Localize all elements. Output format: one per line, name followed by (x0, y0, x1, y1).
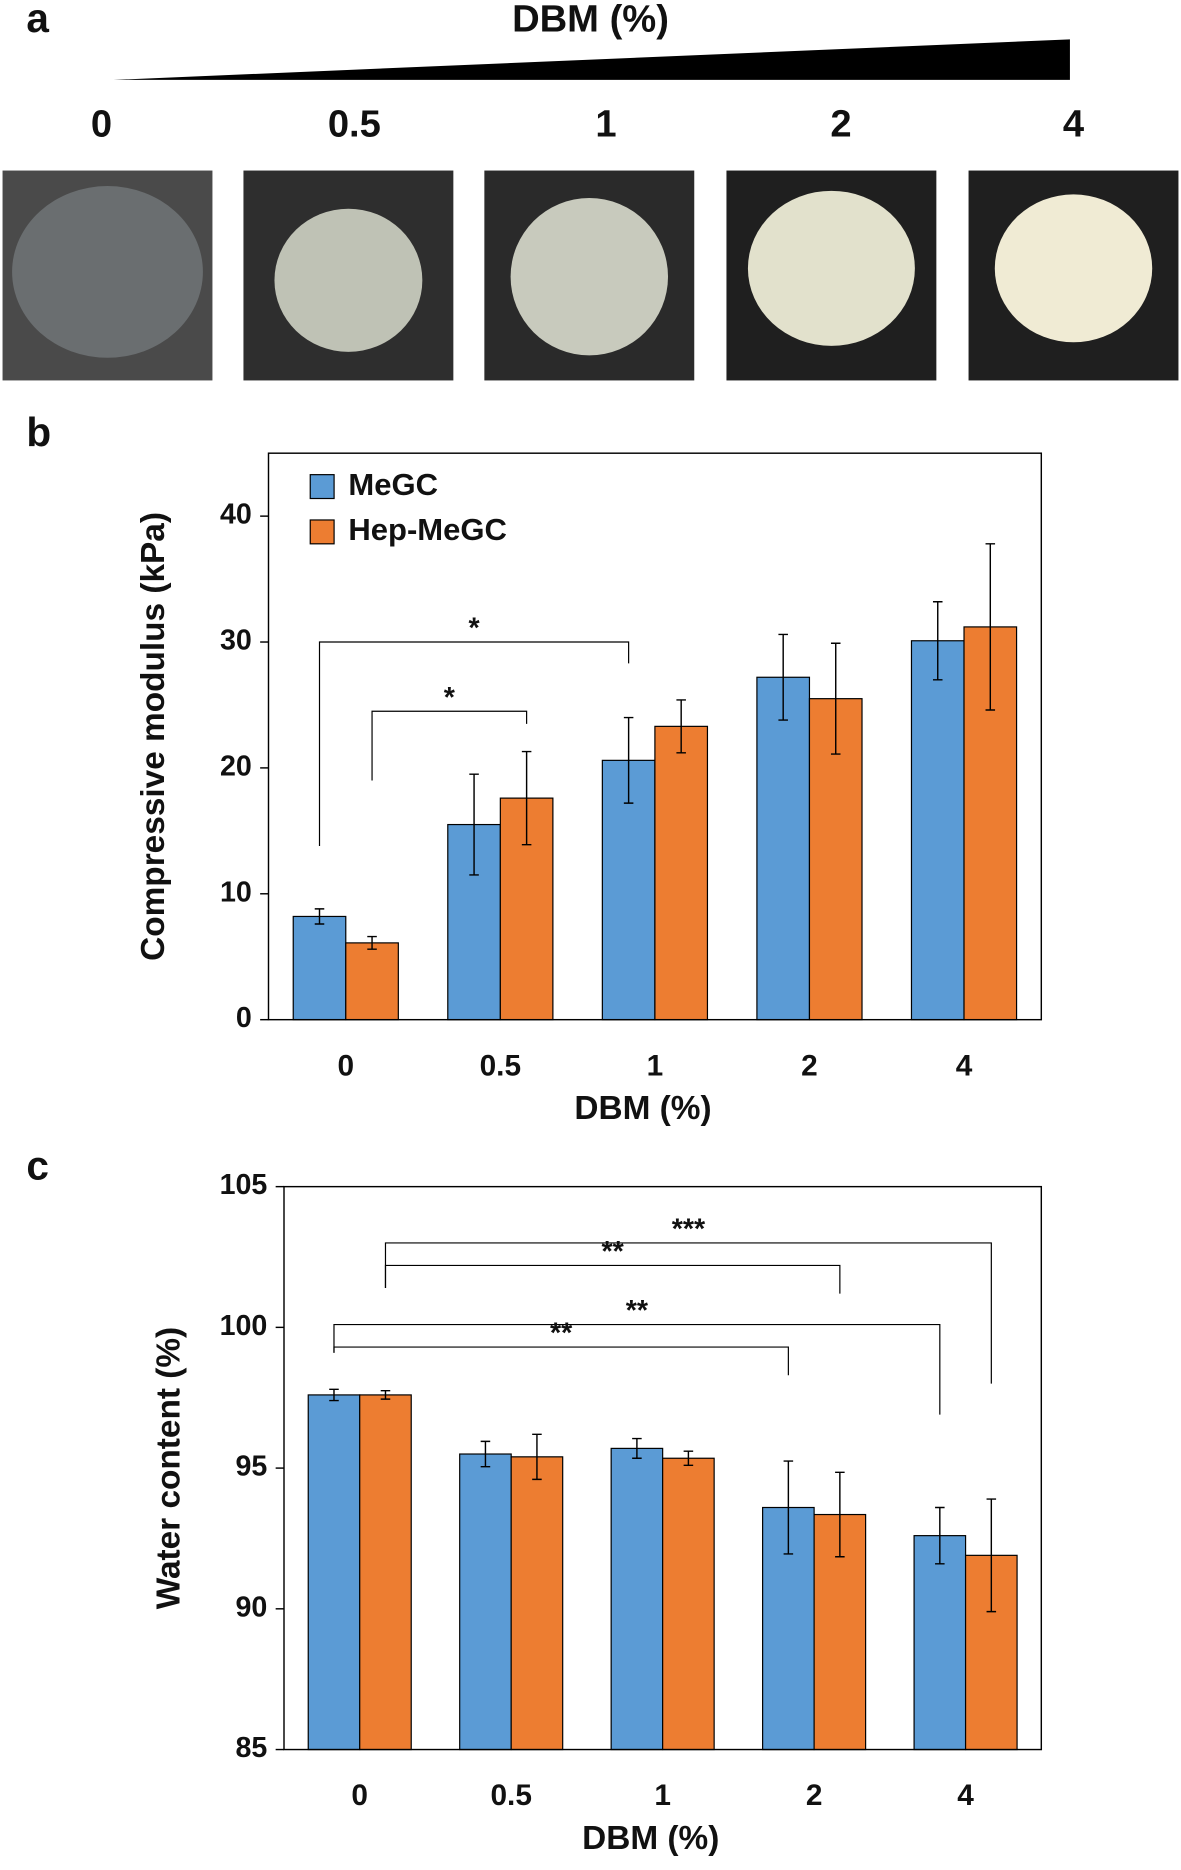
legend-swatch (309, 519, 335, 545)
plot-frame (267, 452, 1043, 1021)
significance-label: *** (672, 1214, 706, 1246)
x-axis-label: DBM (%) (582, 1820, 719, 1857)
photo-label: 4 (1063, 102, 1085, 145)
bar (292, 915, 347, 1021)
x-tick-label: 0 (337, 1049, 354, 1082)
significance-bracket (318, 641, 630, 846)
y-tick-label: 20 (220, 750, 252, 782)
error-bar (932, 601, 943, 681)
significance-label: * (468, 613, 480, 645)
error-bar (676, 699, 686, 754)
error-bar (532, 1433, 542, 1481)
x-tick-label: 1 (654, 1779, 671, 1812)
error-bar (986, 1498, 997, 1613)
photos (2, 170, 1179, 381)
y-axis-label: Water content (%) (151, 1327, 188, 1609)
bar (459, 1453, 512, 1751)
error-bar (985, 543, 996, 711)
error-bar (329, 1388, 339, 1402)
error-bar (778, 633, 788, 721)
x-tick-label: 4 (956, 1049, 973, 1082)
significance-bracket (384, 1264, 841, 1294)
significance-label: ** (626, 1295, 649, 1327)
legend-swatch (309, 474, 335, 500)
significance-bracket (333, 1346, 789, 1376)
error-bar (314, 908, 325, 925)
y-tick-label: 90 (235, 1591, 267, 1623)
x-tick-label: 1 (647, 1049, 664, 1082)
y-tick-label: 10 (220, 876, 252, 908)
panel-label: b (26, 409, 51, 455)
photo-label: 2 (830, 102, 851, 145)
x-axis-label: DBM (%) (574, 1090, 711, 1127)
photo-label: 0.5 (328, 102, 381, 145)
significance-bracket (384, 1242, 992, 1384)
error-bar (935, 1506, 945, 1565)
x-tick-label: 0.5 (480, 1049, 521, 1082)
panel-label: c (26, 1142, 49, 1188)
bar (510, 1456, 564, 1751)
bar (307, 1394, 361, 1751)
photo-gel (510, 197, 669, 356)
error-bar (683, 1450, 694, 1466)
y-tick-label: 40 (220, 499, 252, 531)
x-tick-label: 0 (351, 1779, 368, 1812)
error-bar (469, 773, 479, 876)
bar (359, 1394, 412, 1751)
plot-frame (283, 1185, 1043, 1751)
bar (913, 1535, 967, 1751)
error-bar (623, 716, 634, 804)
y-tick-label: 95 (235, 1451, 267, 1483)
photo-label: 1 (595, 102, 616, 145)
significance-bracket (371, 710, 528, 781)
photo-label: 0 (91, 102, 112, 145)
photo-gel (994, 194, 1153, 343)
significance-label: ** (602, 1236, 625, 1268)
photo-gel (747, 190, 915, 346)
y-tick-label: 30 (220, 625, 252, 657)
photo-gel (274, 208, 423, 352)
bar (654, 725, 709, 1021)
error-bar (380, 1389, 391, 1400)
x-tick-label: 2 (806, 1779, 823, 1812)
error-bar (632, 1437, 642, 1459)
x-tick-label: 4 (957, 1779, 974, 1812)
legend-label: MeGC (348, 467, 438, 502)
error-bar (783, 1460, 794, 1555)
gradient-wedge (113, 39, 1070, 80)
y-tick-label: 105 (220, 1169, 268, 1201)
significance-label: ** (550, 1318, 573, 1350)
error-bar (480, 1440, 491, 1468)
bar (610, 1447, 664, 1751)
error-bar (835, 1471, 845, 1558)
bar (662, 1457, 715, 1751)
bar (345, 942, 399, 1021)
bar (910, 640, 965, 1021)
significance-bracket (333, 1323, 941, 1415)
panel-label: a (26, 0, 49, 41)
error-bar (830, 642, 841, 755)
x-tick-label: 2 (801, 1049, 818, 1082)
y-tick-label: 0 (236, 1002, 252, 1034)
bar (756, 676, 811, 1021)
significance-label: * (444, 682, 456, 714)
y-axis-label: Compressive modulus (kPa) (135, 512, 172, 961)
panel-title: DBM (%) (512, 0, 669, 41)
error-bar (367, 935, 377, 950)
x-tick-label: 0.5 (490, 1779, 531, 1812)
photo-gel (12, 186, 203, 358)
error-bar (521, 750, 532, 846)
y-tick-label: 85 (235, 1732, 267, 1764)
legend-label: Hep-MeGC (348, 512, 506, 547)
y-tick-label: 100 (220, 1310, 268, 1342)
